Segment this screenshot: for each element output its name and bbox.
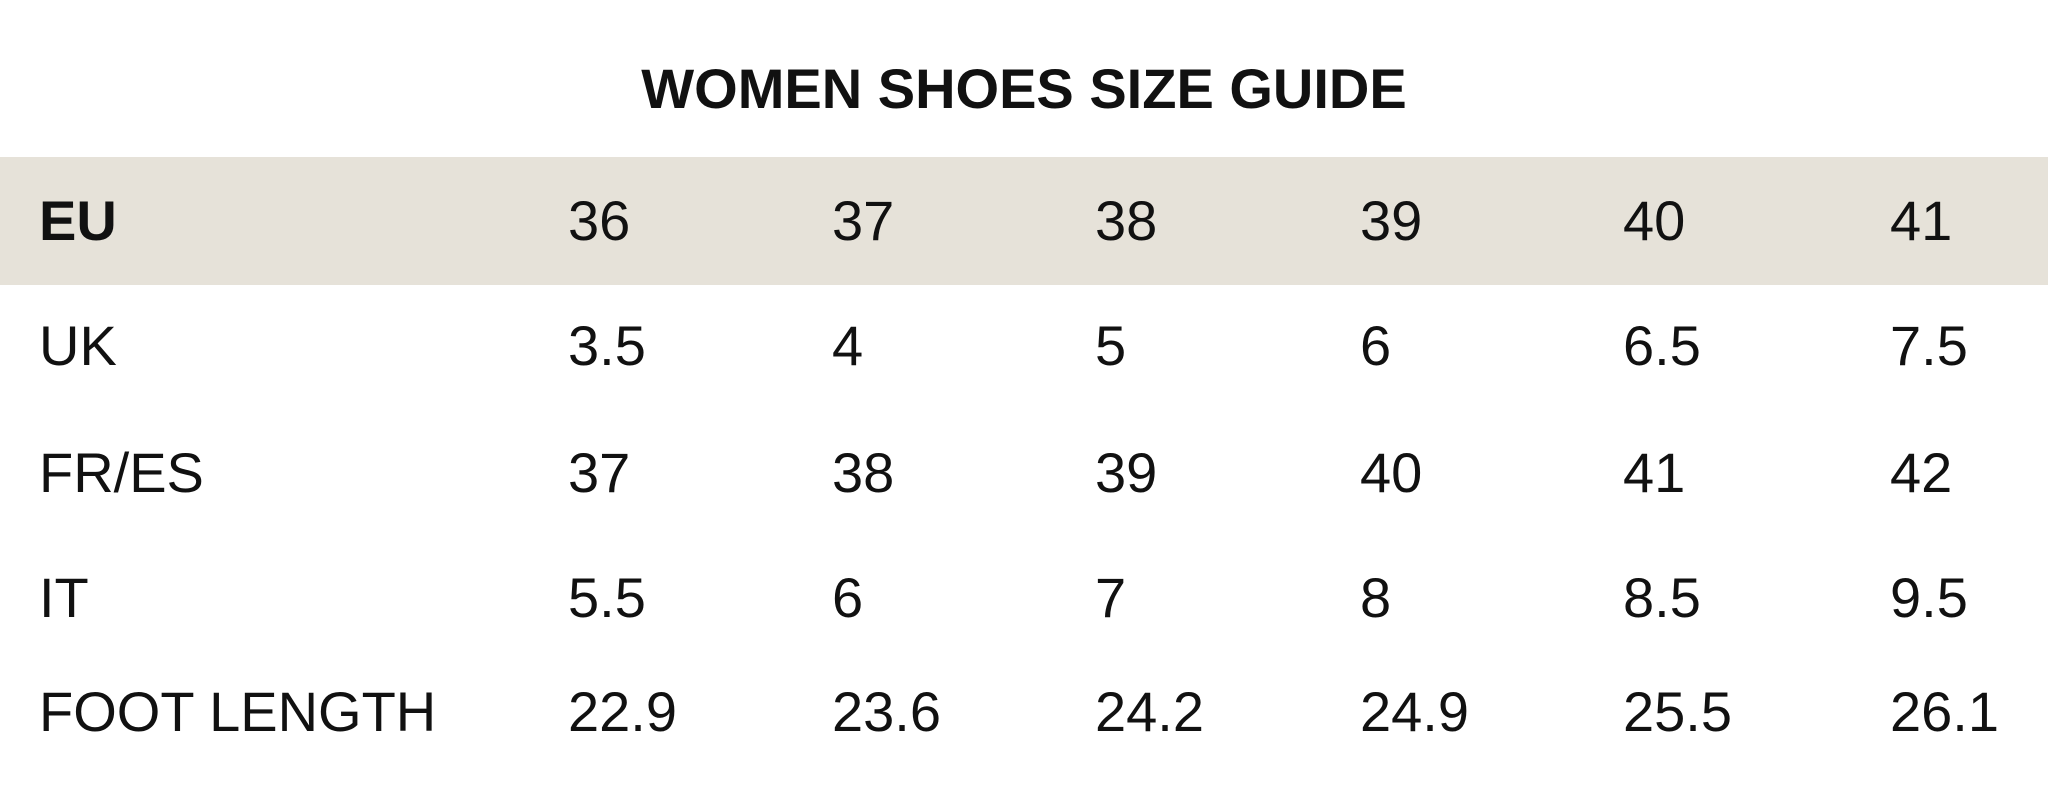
table-cell: 40 xyxy=(1623,189,1686,252)
table-cell: 7.5 xyxy=(1890,314,1968,377)
table-cell: 37 xyxy=(568,441,631,504)
table-cell: 6 xyxy=(1360,314,1392,377)
table-cell: 39 xyxy=(1095,441,1158,504)
table-cell: 3.5 xyxy=(568,314,646,377)
table-cell: 41 xyxy=(1623,441,1686,504)
row-label: UK xyxy=(39,314,117,377)
table-cell: 5 xyxy=(1095,314,1127,377)
table-cell: 6 xyxy=(832,566,864,629)
table-cell: 41 xyxy=(1890,189,1953,252)
table-cell: 40 xyxy=(1360,441,1423,504)
table-cell: 8 xyxy=(1360,566,1392,629)
table-row: FR/ES 37 38 39 40 41 42 xyxy=(0,423,2048,523)
table-cell: 25.5 xyxy=(1623,680,1732,743)
table-row: IT 5.5 6 7 8 8.5 9.5 xyxy=(0,548,2048,648)
table-cell: 9.5 xyxy=(1890,566,1968,629)
row-label: FOOT LENGTH xyxy=(39,680,437,743)
table-cell: 22.9 xyxy=(568,680,677,743)
table-cell: 38 xyxy=(1095,189,1158,252)
table-cell: 24.2 xyxy=(1095,680,1204,743)
table-cell: 26.1 xyxy=(1890,680,1999,743)
table-cell: 6.5 xyxy=(1623,314,1701,377)
table-row: UK 3.5 4 5 6 6.5 7.5 xyxy=(0,296,2048,396)
table-cell: 24.9 xyxy=(1360,680,1469,743)
table-cell: 5.5 xyxy=(568,566,646,629)
table-cell: 39 xyxy=(1360,189,1423,252)
header-row: EU 36 37 38 39 40 41 xyxy=(0,171,2048,271)
row-label: FR/ES xyxy=(39,441,204,504)
header-row-background xyxy=(0,157,2048,285)
table-cell: 38 xyxy=(832,441,895,504)
table-cell: 42 xyxy=(1890,441,1953,504)
row-label: EU xyxy=(39,189,117,252)
table-cell: 37 xyxy=(832,189,895,252)
table-cell: 23.6 xyxy=(832,680,941,743)
page-title: WOMEN SHOES SIZE GUIDE xyxy=(641,57,1407,120)
table-cell: 8.5 xyxy=(1623,566,1701,629)
table-cell: 36 xyxy=(568,189,631,252)
table-cell: 4 xyxy=(832,314,864,377)
table-row: FOOT LENGTH 22.9 23.6 24.2 24.9 25.5 26.1 xyxy=(0,662,2048,762)
table-cell: 7 xyxy=(1095,566,1127,629)
row-label: IT xyxy=(39,566,89,629)
